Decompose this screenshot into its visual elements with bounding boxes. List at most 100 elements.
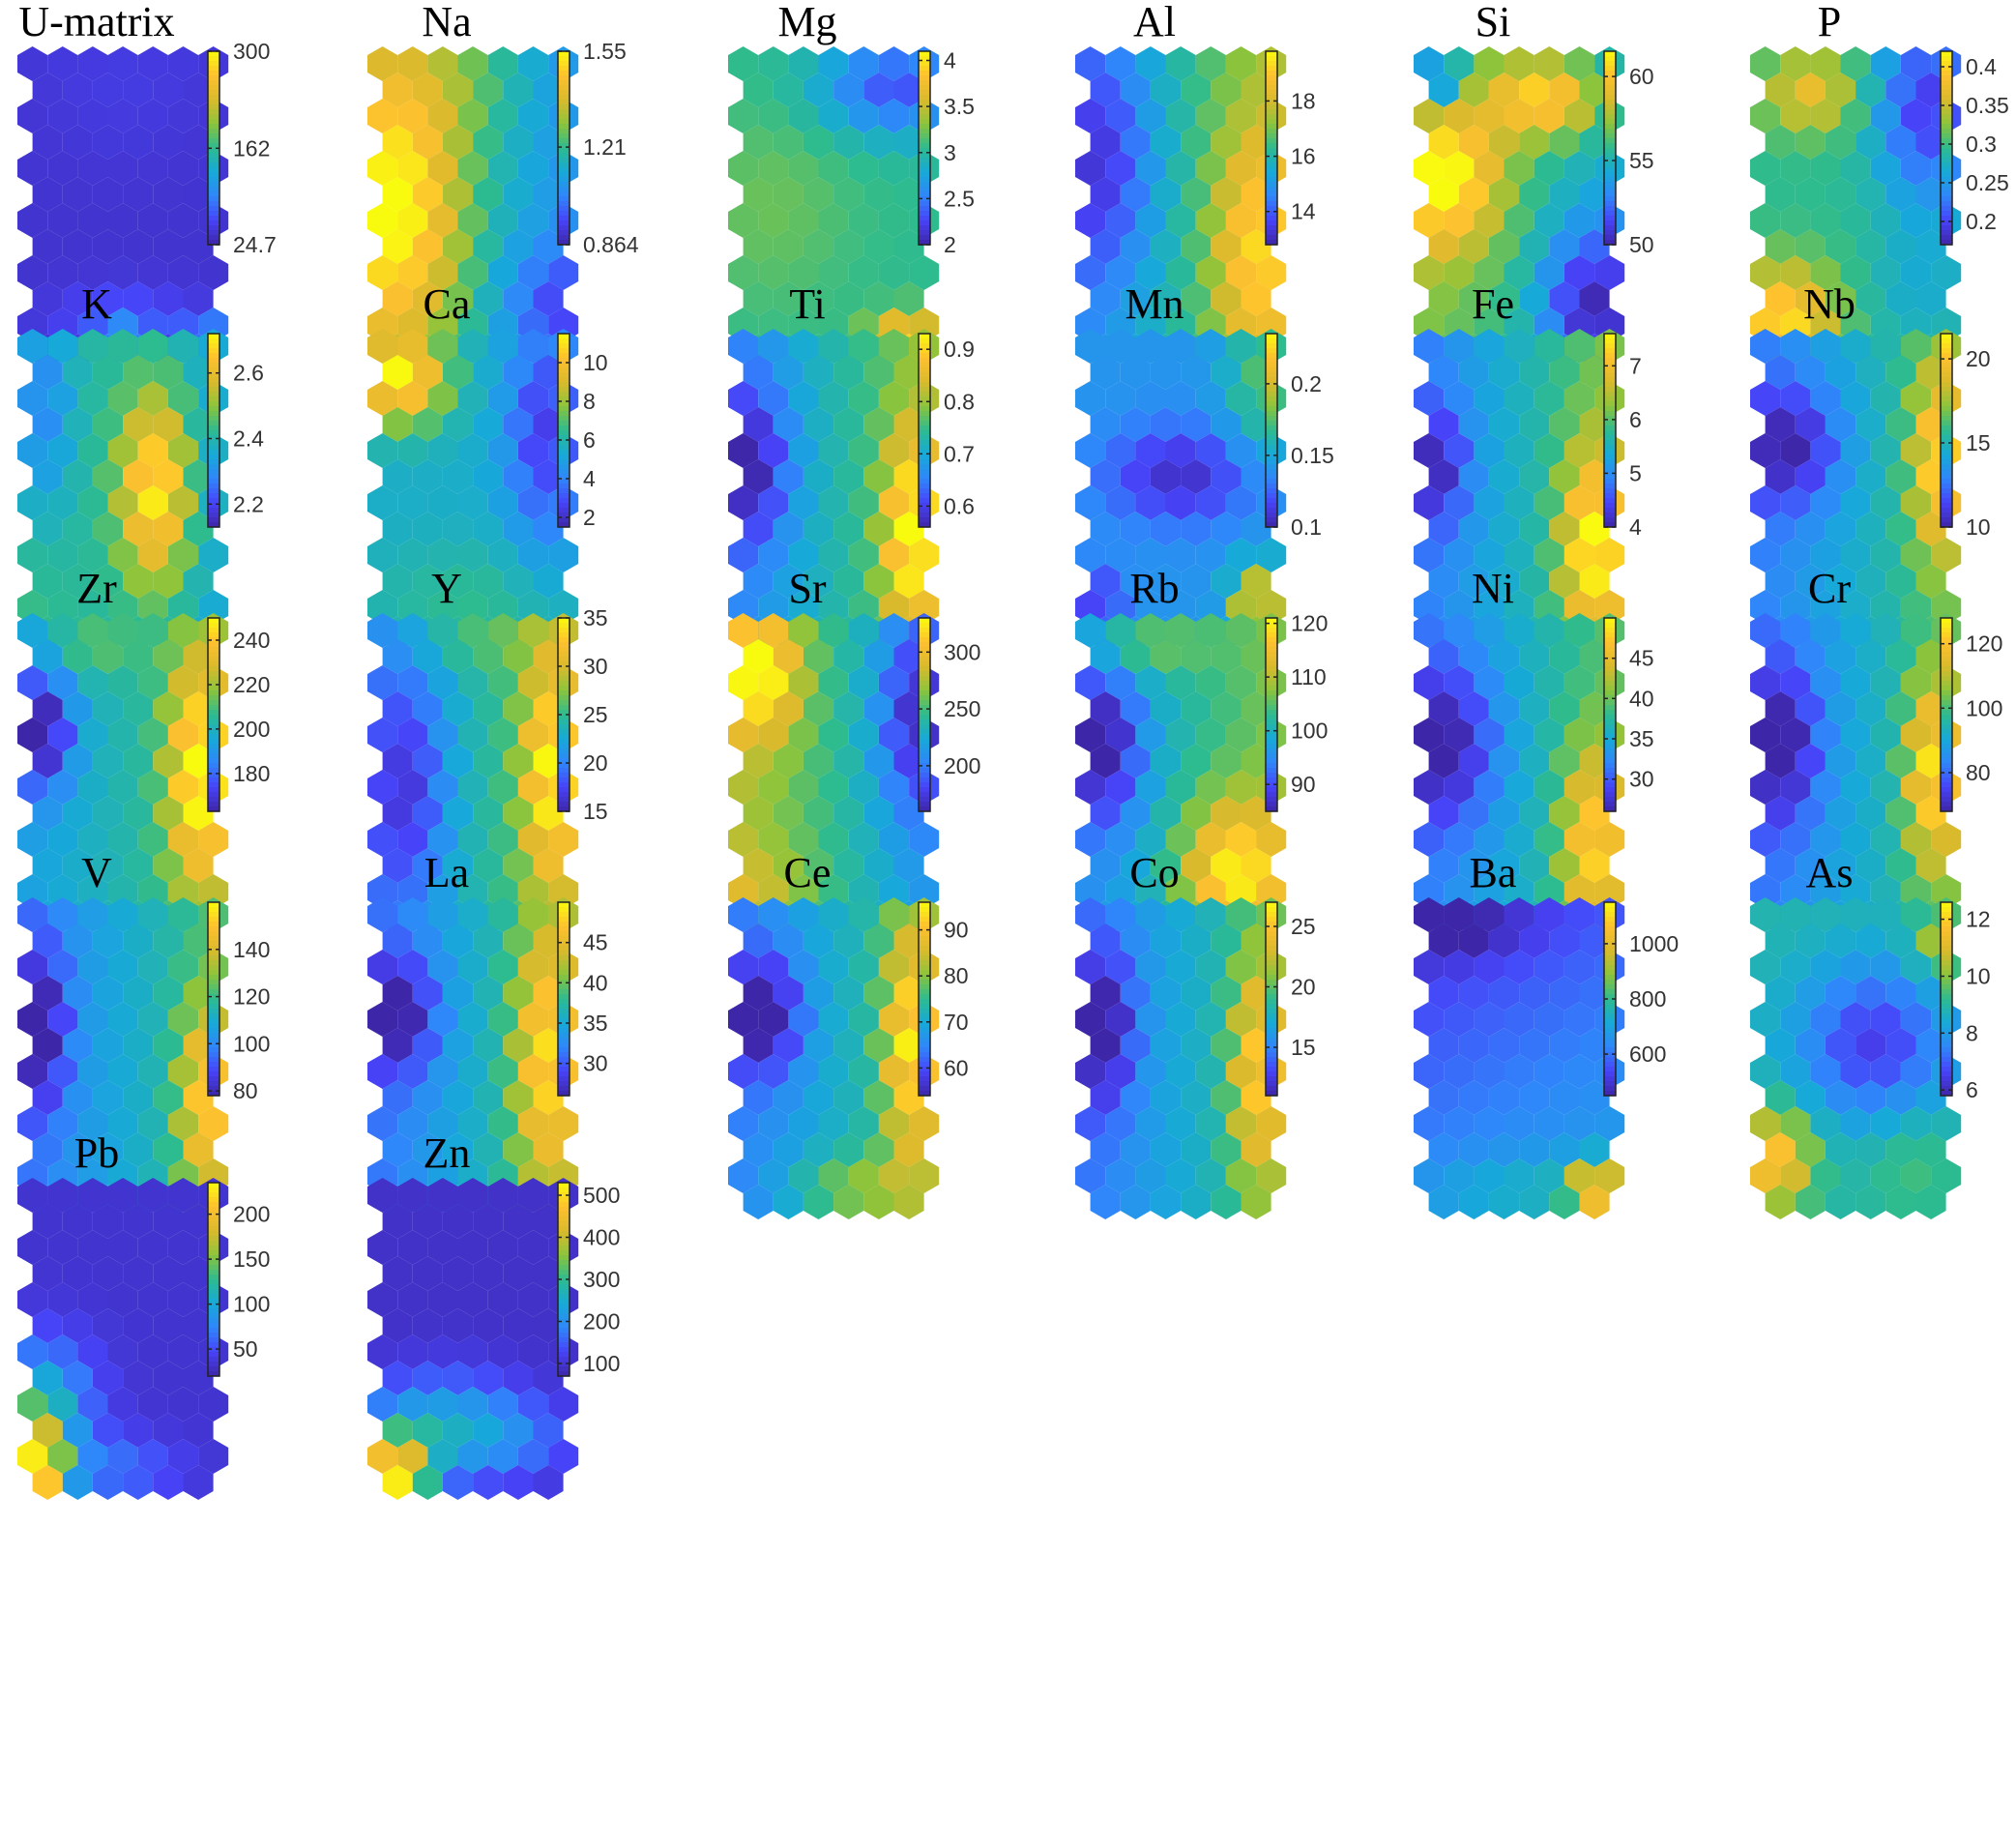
colorbar-segment <box>1604 782 1616 788</box>
hex-cell <box>1840 718 1871 752</box>
hex-cell <box>412 73 443 107</box>
hex-cell <box>803 229 834 264</box>
hex-cell <box>1414 822 1445 857</box>
colorbar-tick-label: 150 <box>233 1246 270 1272</box>
colorbar-segment <box>208 748 219 754</box>
colorbar-segment <box>1941 931 1952 937</box>
hex-cell <box>137 822 168 857</box>
hex-cell <box>1150 73 1182 107</box>
hex-cell <box>412 512 443 546</box>
colorbar-segment <box>558 715 570 720</box>
colorbar-segment <box>558 1028 570 1034</box>
colorbar-segment <box>208 372 219 378</box>
hex-cell <box>1885 1132 1916 1167</box>
hex-cell <box>473 924 504 958</box>
hex-cell <box>1458 639 1489 674</box>
hex-cell <box>1825 407 1856 442</box>
hex-cell <box>1428 691 1459 726</box>
hex-cell <box>1211 229 1242 264</box>
hex-cell <box>1458 1028 1489 1063</box>
hex-cell <box>457 381 488 416</box>
colorbar-segment <box>558 358 570 364</box>
hex-cell <box>533 281 564 316</box>
hex-cell <box>1458 229 1489 264</box>
colorbar-segment <box>208 1342 219 1348</box>
hex-cell <box>32 924 63 958</box>
colorbar-segment <box>1941 777 1952 783</box>
hex-cell <box>1090 848 1121 883</box>
hex-cell <box>382 744 413 778</box>
hex-cell <box>1105 381 1136 416</box>
hex-cell <box>1120 512 1151 546</box>
hex-cell <box>77 613 108 648</box>
hex-cell <box>382 1204 413 1239</box>
hex-cell <box>1225 590 1257 625</box>
colorbar-segment <box>1604 690 1616 696</box>
hex-cell <box>1504 46 1534 81</box>
hex-cell <box>1105 613 1136 648</box>
hex-cell <box>1225 329 1257 364</box>
colorbar-segment <box>558 406 570 412</box>
hex-cell <box>1915 459 1946 494</box>
colorbar-segment <box>1266 85 1277 91</box>
colorbar-segment <box>558 1047 570 1053</box>
colorbar-segment <box>208 1042 219 1048</box>
hex-cell <box>123 1204 154 1239</box>
colorbar-segment <box>919 148 930 154</box>
hex-cell <box>833 744 864 778</box>
hex-cell <box>818 538 849 572</box>
colorbar-segment <box>1604 695 1616 701</box>
hex-cell <box>533 1028 564 1063</box>
colorbar-segment <box>1266 695 1277 701</box>
colorbar-segment <box>208 387 219 393</box>
hex-cell <box>62 1256 93 1291</box>
colorbar-segment <box>208 401 219 407</box>
colorbar-segment <box>1941 479 1952 484</box>
hex-cell <box>1225 1002 1257 1037</box>
colorbar-segment <box>208 946 219 952</box>
colorbar-tick-label: 12 <box>1966 907 1991 932</box>
hex-cell <box>382 177 413 212</box>
hex-cell <box>1855 639 1886 674</box>
colorbar-segment <box>558 1342 570 1348</box>
hex-cell <box>1474 665 1505 700</box>
colorbar-segment <box>208 970 219 976</box>
hex-cell <box>1504 255 1534 290</box>
colorbar-segment <box>1604 143 1616 149</box>
hex-cell <box>1150 924 1182 958</box>
hex-cell <box>728 590 759 625</box>
hex-cell <box>17 329 48 364</box>
colorbar-segment <box>558 1183 570 1188</box>
hex-cell <box>1549 229 1580 264</box>
hex-cell <box>1488 691 1520 726</box>
hex-cell <box>1181 564 1212 599</box>
hex-cell <box>183 848 214 883</box>
hex-cell <box>1181 229 1212 264</box>
hex-cell <box>893 639 924 674</box>
hex-cell <box>382 1028 413 1063</box>
colorbar-segment <box>1604 387 1616 393</box>
colorbar-segment <box>208 454 219 460</box>
colorbar-segment <box>1604 1057 1616 1063</box>
hex-cell <box>1135 538 1166 572</box>
hex-cell <box>153 848 184 883</box>
hex-cell <box>893 355 924 390</box>
hex-cell <box>1181 848 1212 883</box>
hex-cell <box>487 1106 518 1141</box>
hex-cell <box>503 976 534 1011</box>
hex-cell <box>17 1387 48 1422</box>
colorbar-tick-label: 2.6 <box>233 361 264 386</box>
hex-cell <box>153 1204 184 1239</box>
hex-cell <box>818 770 849 805</box>
colorbar-segment <box>1941 358 1952 364</box>
hex-cell <box>1519 407 1550 442</box>
hex-cell <box>1165 1054 1196 1089</box>
hex-cell <box>503 125 534 160</box>
colorbar-segment <box>1941 435 1952 441</box>
colorbar-segment <box>1604 1067 1616 1072</box>
hex-cell <box>1534 46 1564 81</box>
hex-cell <box>848 1106 879 1141</box>
colorbar-segment <box>558 907 570 913</box>
colorbar-segment <box>208 931 219 937</box>
hex-cell <box>397 433 428 468</box>
